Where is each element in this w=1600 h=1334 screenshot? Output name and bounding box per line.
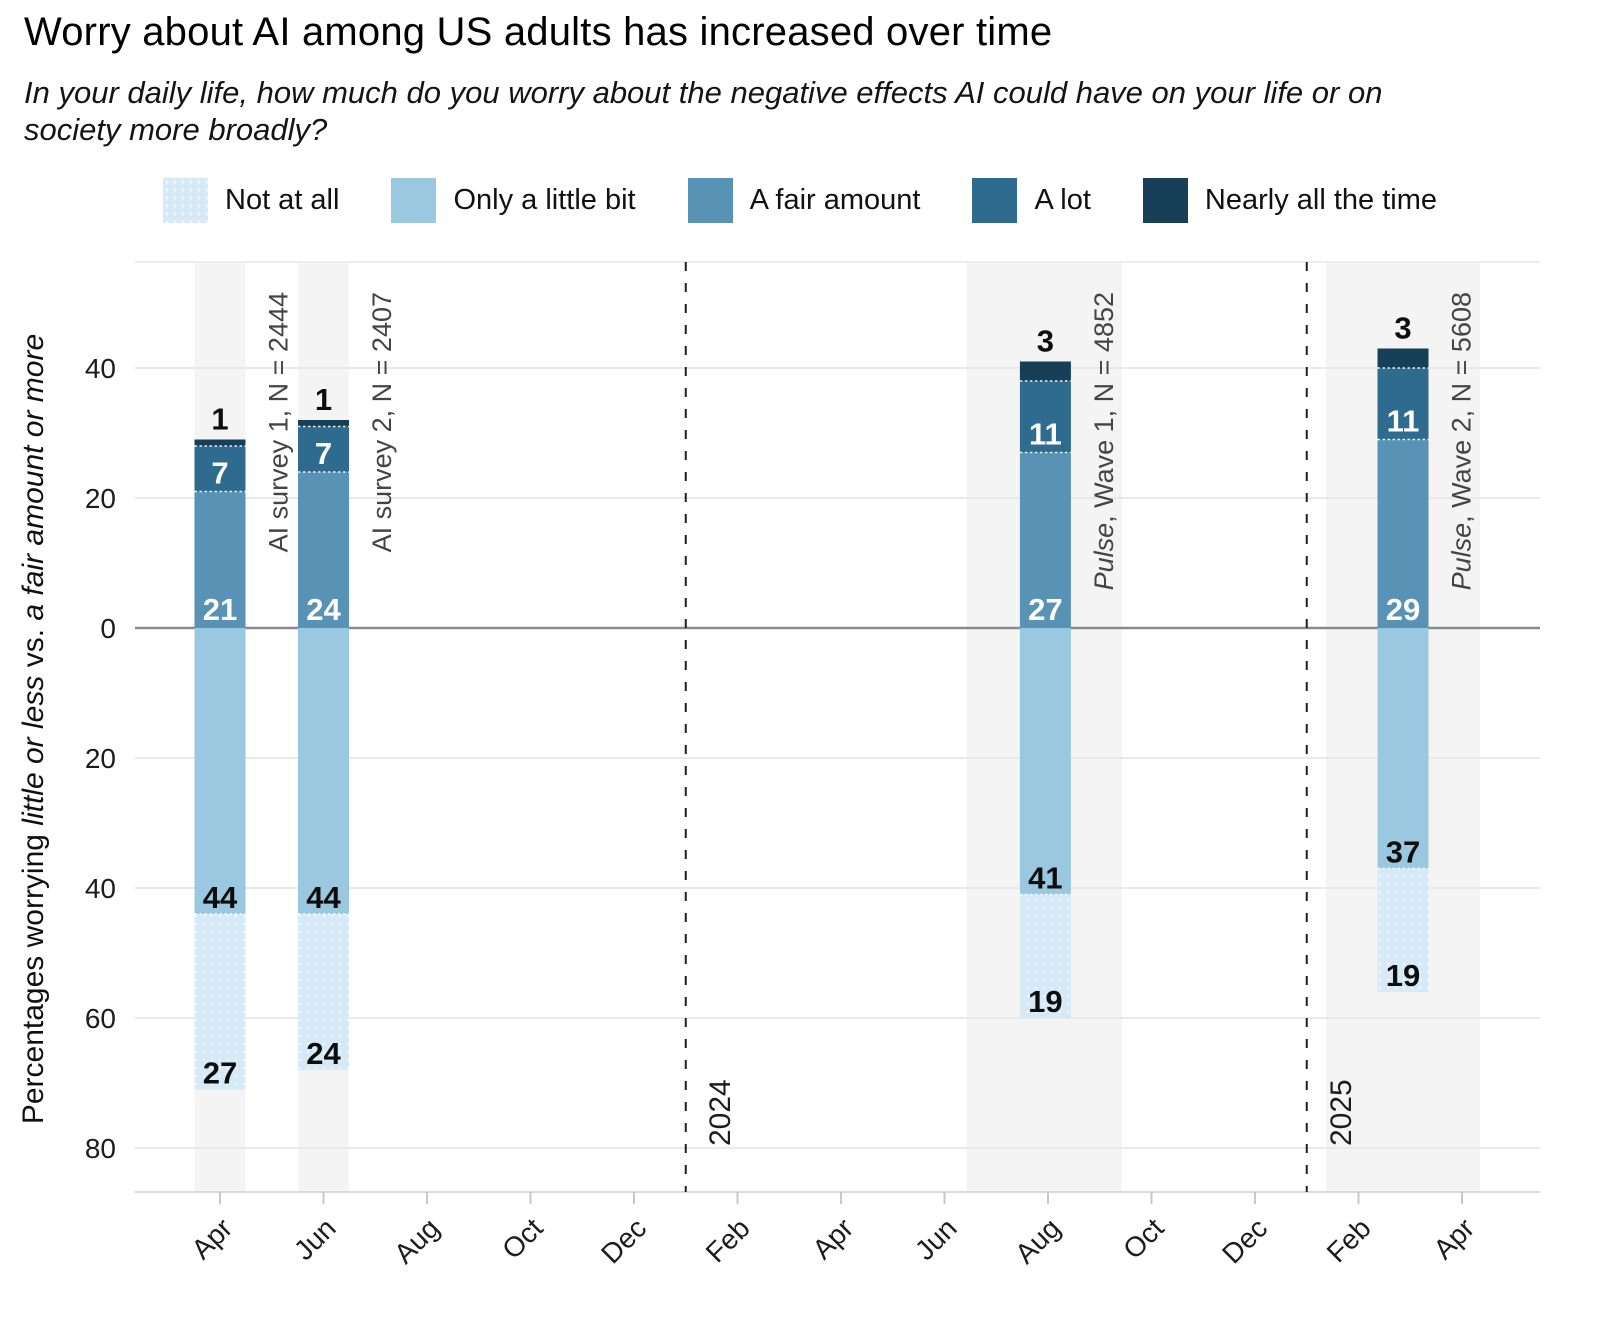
legend-swatch [163,178,208,223]
x-tick-label: Dec [1216,1212,1273,1269]
bar-value-label: 3 [1394,311,1411,346]
bar-segment [194,628,246,914]
x-tick-label: Feb [700,1212,756,1268]
y-tick-label: 20 [85,483,116,514]
survey-annotation: AI survey 1, N = 2444 [264,292,294,552]
bar-value-label: 3 [1037,324,1054,359]
bar-value-label: 41 [1028,861,1062,896]
legend-item: Not at all [163,178,339,223]
survey-annotation: AI survey 2, N = 2407 [367,292,397,552]
bar-segment [194,914,246,1090]
y-tick-label: 20 [85,743,116,774]
bar-value-label: 44 [306,880,341,915]
bar-value-label: 21 [203,592,237,627]
legend-swatch [391,178,437,223]
bar-segment [1377,868,1429,992]
chart-title: Worry about AI among US adults has incre… [24,10,1053,54]
x-tick-label: Oct [1117,1212,1170,1265]
x-tick-label: Aug [388,1212,445,1269]
year-marker-label: 2024 [704,1079,737,1146]
bar-value-label: 19 [1028,984,1062,1019]
y-tick-label: 40 [85,873,116,904]
legend-swatch [1142,178,1188,223]
x-tick-label: Jun [288,1212,342,1266]
survey-annotation: Pulse, Wave 1, N = 4852 [1089,292,1119,590]
x-tick-label: Dec [595,1212,652,1269]
bar-value-label: 37 [1386,835,1420,870]
chart-subtitle: In your daily life, how much do you worr… [24,75,1383,148]
bar-value-label: 44 [203,880,238,915]
bar-segment [298,426,349,472]
bar-value-label: 27 [203,1056,237,1091]
bar-segment [1019,894,1071,1018]
year-marker-label: 2025 [1325,1079,1358,1146]
bar-segment [194,439,246,446]
bar-segment [1019,452,1071,628]
bar-value-label: 1 [211,402,228,437]
bar-value-label: 24 [306,592,341,627]
bar-segment [194,446,246,492]
y-tick-label: 80 [85,1133,116,1164]
legend-item: A lot [972,178,1091,223]
survey-annotation: Pulse, Wave 2, N = 5608 [1447,292,1477,590]
legend-label: Nearly all the time [1204,184,1437,216]
bar-value-label: 29 [1386,592,1420,627]
bar-segment [1377,368,1429,440]
bar-segment [1019,381,1071,453]
bar-segment [1377,439,1429,628]
x-tick-label: Feb [1321,1212,1377,1268]
chart-legend: Not at all Only a little bit A fair amount… [0,178,1600,223]
x-tick-label: Oct [496,1212,549,1265]
legend-label: Not at all [225,184,340,216]
bar-value-label: 1 [315,382,332,417]
legend-item: Only a little bit [391,178,636,223]
x-tick-label: Jun [909,1212,963,1266]
bar-segment [194,491,246,628]
bar-value-label: 7 [315,436,332,471]
bar-value-label: 11 [1387,404,1420,439]
legend-label: A lot [1034,184,1091,216]
bar-segment [298,628,349,914]
x-tick-label: Aug [1009,1212,1066,1269]
x-tick-label: Apr [1428,1212,1481,1265]
bar-value-label: 24 [306,1036,341,1071]
bar-segment [1019,361,1071,381]
bar-value-label: 7 [211,456,228,491]
x-tick-label: Apr [186,1212,239,1265]
bar-value-label: 27 [1028,592,1062,627]
legend-swatch [972,178,1018,223]
bar-value-label: 11 [1029,417,1062,452]
y-tick-label: 60 [85,1003,116,1034]
x-tick-label: Apr [807,1212,860,1265]
bar-value-label: 19 [1386,958,1420,993]
bar-segment [1377,348,1429,368]
bar-segment [1019,628,1071,895]
bar-segment [298,472,349,628]
legend-swatch [687,178,733,223]
legend-item: Nearly all the time [1142,178,1437,223]
y-tick-label: 0 [100,613,116,644]
bar-segment [298,914,349,1070]
y-tick-label: 40 [85,353,116,384]
legend-item: A fair amount [687,178,921,223]
bar-segment [298,420,349,427]
legend-label: Only a little bit [453,184,636,216]
legend-label: A fair amount [749,184,921,216]
bar-segment [1377,628,1429,869]
